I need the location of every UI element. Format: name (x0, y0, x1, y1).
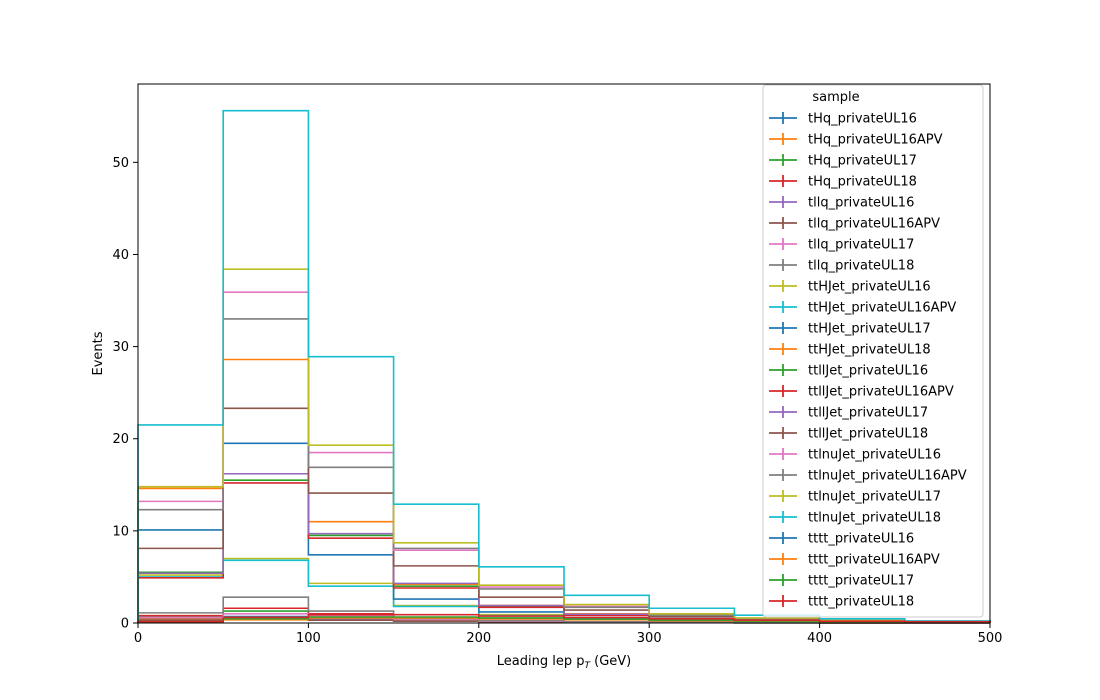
legend-entry-23: tttt_privateUL18 (769, 595, 914, 610)
legend-box (762, 84, 984, 618)
x-tick-label-0: 0 (134, 631, 142, 646)
legend-entry-8: ttHJet_privateUL16 (769, 280, 931, 295)
legend-entry-4: tllq_privateUL16 (769, 196, 914, 211)
legend-entry-19: ttlnuJet_privateUL18 (769, 511, 941, 526)
legend-entry-0: tHq_privateUL16 (769, 112, 917, 127)
y-tick-label-1: 10 (112, 524, 129, 539)
y-tick-label-0: 0 (121, 617, 129, 632)
y-tick-label-5: 50 (112, 156, 129, 171)
series-line-23 (137, 613, 991, 623)
legend-label-22: tttt_privateUL17 (808, 574, 914, 589)
legend-entry-16: ttlnuJet_privateUL16 (769, 448, 941, 463)
legend-label-6: tllq_privateUL17 (808, 238, 914, 253)
legend-entry-9: ttHJet_privateUL16APV (769, 301, 956, 316)
legend-entry-3: tHq_privateUL18 (769, 175, 917, 190)
legend-label-3: tHq_privateUL18 (808, 175, 917, 190)
legend-label-13: ttllJet_privateUL16APV (808, 385, 954, 400)
legend-label-14: ttllJet_privateUL17 (808, 406, 928, 421)
legend-label-17: ttlnuJet_privateUL16APV (808, 469, 967, 484)
series-line-19 (137, 109, 991, 623)
legend-entry-13: ttllJet_privateUL16APV (769, 385, 954, 400)
legend-label-19: ttlnuJet_privateUL18 (808, 511, 941, 526)
y-tick-label-2: 20 (112, 432, 129, 447)
legend-label-4: tllq_privateUL16 (808, 196, 914, 211)
legend-label-2: tHq_privateUL17 (808, 154, 917, 169)
legend-label-15: ttllJet_privateUL18 (808, 427, 928, 442)
legend: sample tHq_privateUL16 tHq_privateUL16APVt… (762, 84, 984, 618)
legend-entry-1: tHq_privateUL16APV (769, 133, 943, 148)
legend-title: sample (812, 90, 859, 105)
legend-label-18: ttlnuJet_privateUL17 (808, 490, 941, 505)
legend-label-20: tttt_privateUL16 (808, 532, 914, 547)
axes-layer: 0 100 200 300 400 500 0 10 20 30 40 50 Leading lep p… (91, 83, 1003, 671)
series-layer (137, 109, 991, 624)
legend-label-23: tttt_privateUL18 (808, 595, 914, 610)
legend-entry-11: ttHJet_privateUL18 (769, 343, 931, 358)
legend-entry-21: tttt_privateUL16APV (769, 553, 940, 568)
legend-entry-22: tttt_privateUL17 (769, 574, 914, 589)
x-axis-label: Leading lep pT (GeV) (497, 654, 631, 671)
legend-entry-10: ttHJet_privateUL17 (769, 322, 931, 337)
legend-label-11: ttHJet_privateUL18 (808, 343, 931, 358)
legend-entry-17: ttlnuJet_privateUL16APV (769, 469, 967, 484)
legend-label-16: ttlnuJet_privateUL16 (808, 448, 941, 463)
legend-label-1: tHq_privateUL16APV (808, 133, 943, 148)
legend-label-0: tHq_privateUL16 (808, 112, 917, 127)
legend-entry-6: tllq_privateUL17 (769, 238, 914, 253)
legend-entry-7: tllq_privateUL18 (769, 259, 914, 274)
legend-label-8: ttHJet_privateUL16 (808, 280, 931, 295)
legend-label-12: ttllJet_privateUL16 (808, 364, 928, 379)
axes-frame (137, 83, 991, 624)
x-tick-label-1: 100 (296, 631, 321, 646)
legend-entry-18: ttlnuJet_privateUL17 (769, 490, 941, 505)
legend-entry-14: ttllJet_privateUL17 (769, 406, 928, 421)
legend-entry-20: tttt_privateUL16 (769, 532, 914, 547)
legend-label-21: tttt_privateUL16APV (808, 553, 940, 568)
x-tick-label-5: 500 (978, 631, 1003, 646)
x-tick-label-3: 300 (637, 631, 662, 646)
legend-label-7: tllq_privateUL18 (808, 259, 914, 274)
y-axis-label: Events (91, 331, 106, 375)
legend-label-9: ttHJet_privateUL16APV (808, 301, 956, 316)
y-tick-label-4: 40 (112, 248, 129, 263)
legend-label-10: ttHJet_privateUL17 (808, 322, 931, 337)
x-tick-label-2: 200 (466, 631, 491, 646)
x-tick-label-4: 400 (807, 631, 832, 646)
legend-entry-15: ttllJet_privateUL18 (769, 427, 928, 442)
legend-entry-5: tllq_privateUL16APV (769, 217, 940, 232)
legend-label-5: tllq_privateUL16APV (808, 217, 940, 232)
y-tick-label-3: 30 (112, 340, 129, 355)
legend-entry-12: ttllJet_privateUL16 (769, 364, 928, 379)
legend-entry-2: tHq_privateUL17 (769, 154, 917, 169)
